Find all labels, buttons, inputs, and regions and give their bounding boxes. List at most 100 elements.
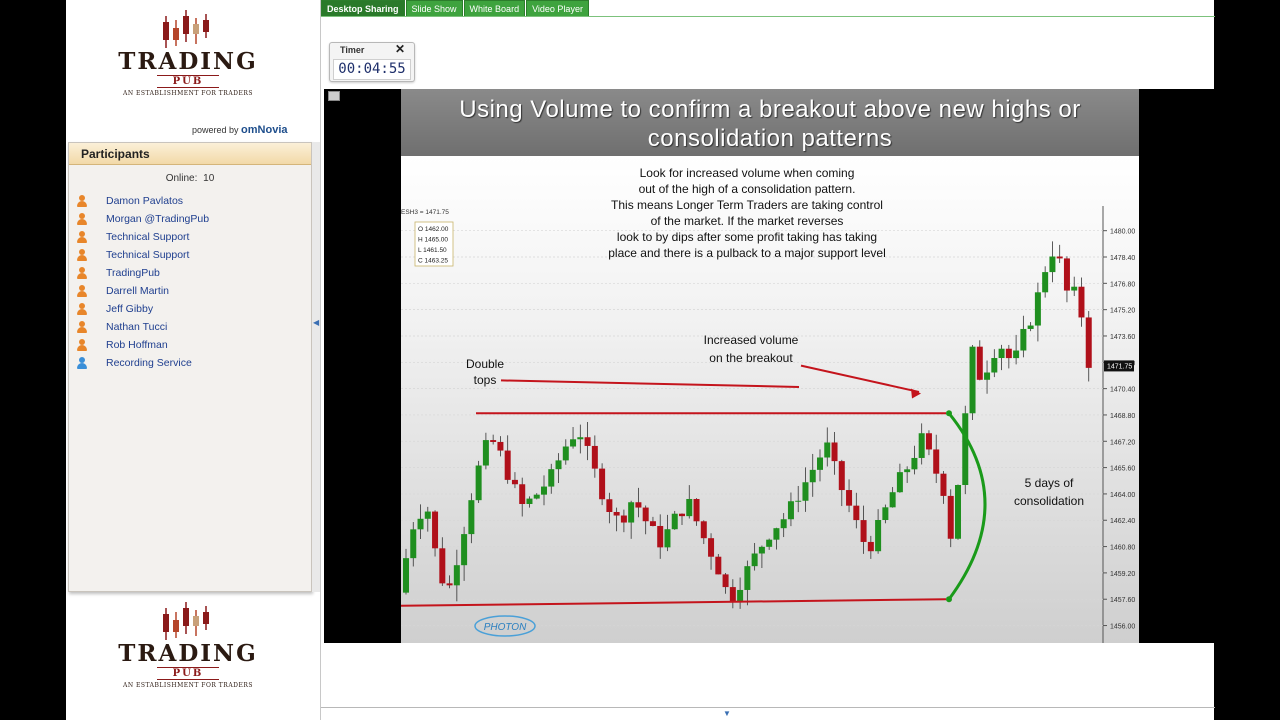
y-tick-label: 1465.60 (1110, 466, 1135, 473)
candle-body (410, 529, 417, 559)
participant-item[interactable]: Technical Support (69, 228, 311, 246)
candle-body (809, 469, 816, 483)
candle-body (584, 437, 591, 446)
participant-item[interactable]: Morgan @TradingPub (69, 210, 311, 228)
participants-header: Participants (69, 143, 311, 165)
candle-body (896, 472, 903, 493)
participant-item[interactable]: Rob Hoffman (69, 336, 311, 354)
annotation-line: This means Longer Term Traders are takin… (611, 198, 883, 212)
candle-body (468, 500, 475, 535)
participant-name: Jeff Gibby (106, 303, 154, 315)
powered-by: powered by omNovia (192, 124, 288, 136)
candle-body (548, 469, 555, 487)
participant-item[interactable]: TradingPub (69, 264, 311, 282)
participants-panel: Participants Online: 10 Damon Pavlatos Mo… (68, 142, 312, 592)
photon-watermark: PHOTON (484, 622, 527, 633)
candle-body (737, 589, 744, 602)
candle-body (649, 521, 656, 526)
candle-body (969, 346, 976, 414)
candle-body (722, 574, 729, 588)
last-price-label: 1471.75 (1107, 363, 1132, 370)
candles-logo-icon (163, 602, 209, 640)
candle-body (984, 372, 991, 380)
double-tops-label: Double (466, 357, 504, 371)
candle-body (671, 513, 678, 530)
user-icon (76, 213, 88, 225)
double-top-line (500, 379, 800, 388)
consolidation-label: 5 days of (1025, 476, 1074, 490)
candle-body (490, 440, 497, 442)
candle-body (955, 485, 961, 539)
tab-slide-show[interactable]: Slide Show (405, 0, 463, 17)
candle-body (1085, 317, 1092, 368)
participant-item[interactable]: Damon Pavlatos (69, 192, 311, 210)
candle-body (780, 519, 787, 529)
logo-pub: PUB (156, 667, 220, 680)
y-tick-label: 1480.00 (1110, 229, 1135, 236)
candle-body (933, 449, 940, 474)
candle-body (504, 450, 511, 480)
candle-body (853, 505, 860, 521)
candle-body (925, 433, 932, 450)
participant-item[interactable]: Jeff Gibby (69, 300, 311, 318)
candle-body (882, 507, 889, 521)
candle-body (606, 499, 613, 512)
candle-body (1078, 286, 1085, 318)
tab-bar: Desktop Sharing Slide Show White Board Vide… (321, 0, 590, 17)
candle-body (766, 539, 773, 547)
user-icon (76, 285, 88, 297)
tab-desktop-sharing[interactable]: Desktop Sharing (321, 0, 405, 17)
participants-list: Damon Pavlatos Morgan @TradingPub Technica… (69, 192, 311, 372)
annotation-line: of the market. If the market reverses (651, 214, 844, 228)
user-icon (76, 339, 88, 351)
candle-body (403, 558, 409, 593)
candle-body (562, 446, 569, 461)
ohlc-value: O 1462.00 (418, 226, 449, 233)
candle-body (817, 457, 823, 470)
letterbox-left (0, 0, 66, 720)
tab-white-board[interactable]: White Board (463, 0, 526, 17)
participant-name: Damon Pavlatos (106, 195, 184, 207)
candle-body (1056, 256, 1063, 259)
participant-item[interactable]: Darrell Martin (69, 282, 311, 300)
close-icon[interactable]: ✕ (394, 42, 405, 56)
online-count: Online: 10 (165, 173, 215, 184)
y-tick-label: 1467.20 (1110, 439, 1135, 446)
collapse-arrow-icon[interactable]: ◀ (313, 318, 320, 327)
candle-body (846, 490, 853, 506)
expand-arrow-icon[interactable]: ▼ (723, 709, 731, 718)
candles-logo-icon (163, 10, 209, 48)
window-minimize-icon[interactable] (328, 91, 340, 101)
y-tick-label: 1468.80 (1110, 413, 1135, 420)
candle-body (686, 498, 693, 517)
candle-body (693, 498, 700, 522)
photon-logo-icon (474, 615, 536, 637)
candle-body (947, 495, 954, 539)
candle-body (599, 468, 606, 500)
user-icon (76, 357, 88, 369)
participant-item[interactable]: Recording Service (69, 354, 311, 372)
bracket-dot (946, 410, 952, 417)
candle-body (802, 482, 809, 501)
participant-name: Nathan Tucci (106, 321, 168, 333)
participant-item[interactable]: Nathan Tucci (69, 318, 311, 336)
participant-item[interactable]: Technical Support (69, 246, 311, 264)
candle-body (482, 440, 489, 466)
y-tick-label: 1459.20 (1110, 571, 1135, 578)
candle-body (875, 520, 882, 552)
candle-body (918, 433, 925, 458)
candle-body (1042, 272, 1049, 293)
candle-body (824, 442, 831, 458)
user-icon (76, 195, 88, 207)
candle-body (657, 525, 664, 548)
panel-splitter[interactable] (312, 142, 320, 592)
y-tick-label: 1460.80 (1110, 545, 1135, 552)
candle-body (577, 437, 584, 440)
candle-body (591, 445, 598, 469)
y-tick-label: 1478.40 (1110, 255, 1135, 262)
candle-body (642, 507, 649, 522)
participant-name: Technical Support (106, 249, 190, 261)
timer-value: 00:04:55 (333, 59, 411, 80)
tab-video-player[interactable]: Video Player (526, 0, 589, 17)
candle-body (497, 441, 504, 451)
